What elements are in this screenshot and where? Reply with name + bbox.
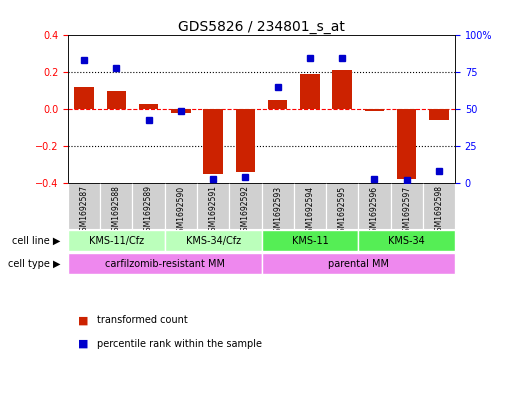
Text: transformed count: transformed count [97, 315, 188, 325]
Text: KMS-11: KMS-11 [291, 236, 328, 246]
Bar [365, 109, 384, 111]
Text: KMS-34/Cfz: KMS-34/Cfz [186, 236, 241, 246]
Text: GSM1692596: GSM1692596 [370, 185, 379, 237]
Bar [333, 70, 352, 109]
Bar [326, 183, 358, 229]
Bar [262, 183, 294, 229]
Text: GSM1692592: GSM1692592 [241, 185, 250, 237]
Bar [294, 183, 326, 229]
Text: GSM1692587: GSM1692587 [79, 185, 88, 237]
Text: ■: ■ [78, 315, 89, 325]
Bar [262, 230, 358, 251]
Bar [236, 109, 255, 172]
Bar [68, 183, 100, 229]
Text: carfilzomib-resistant MM: carfilzomib-resistant MM [105, 259, 225, 268]
Bar [165, 183, 197, 229]
Text: GSM1692589: GSM1692589 [144, 185, 153, 237]
Text: GSM1692590: GSM1692590 [176, 185, 185, 237]
Bar [268, 100, 287, 109]
Bar [165, 230, 262, 251]
Text: GSM1692593: GSM1692593 [273, 185, 282, 237]
Bar [358, 230, 455, 251]
Text: percentile rank within the sample: percentile rank within the sample [97, 339, 262, 349]
Bar [171, 109, 190, 113]
Bar [300, 74, 320, 109]
Bar [107, 91, 126, 109]
Text: cell type ▶: cell type ▶ [8, 259, 60, 268]
Bar [68, 230, 165, 251]
Bar [429, 109, 449, 120]
Bar [68, 253, 262, 274]
Bar [139, 104, 158, 109]
Bar [262, 253, 455, 274]
Bar [197, 183, 229, 229]
Text: GSM1692588: GSM1692588 [112, 185, 121, 236]
Bar [423, 183, 455, 229]
Text: GSM1692595: GSM1692595 [338, 185, 347, 237]
Bar [358, 183, 391, 229]
Bar [397, 109, 416, 180]
Text: GSM1692598: GSM1692598 [435, 185, 444, 237]
Text: GSM1692597: GSM1692597 [402, 185, 411, 237]
Text: KMS-34: KMS-34 [388, 236, 425, 246]
Bar [391, 183, 423, 229]
Bar [229, 183, 262, 229]
Text: ■: ■ [78, 339, 89, 349]
Bar [203, 109, 223, 174]
Bar [132, 183, 165, 229]
Title: GDS5826 / 234801_s_at: GDS5826 / 234801_s_at [178, 20, 345, 34]
Text: cell line ▶: cell line ▶ [12, 236, 60, 246]
Text: parental MM: parental MM [328, 259, 389, 268]
Text: KMS-11/Cfz: KMS-11/Cfz [89, 236, 144, 246]
Bar [74, 87, 94, 109]
Bar [100, 183, 132, 229]
Text: GSM1692594: GSM1692594 [305, 185, 314, 237]
Text: GSM1692591: GSM1692591 [209, 185, 218, 237]
